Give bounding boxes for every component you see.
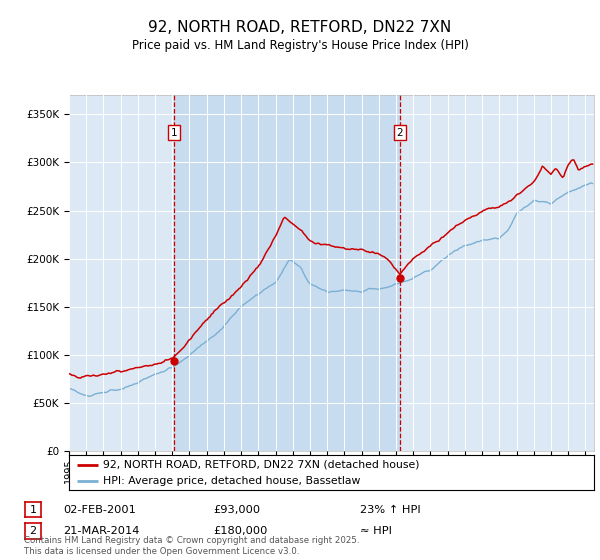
Text: 21-MAR-2014: 21-MAR-2014	[63, 526, 139, 536]
Text: £93,000: £93,000	[213, 505, 260, 515]
Text: Contains HM Land Registry data © Crown copyright and database right 2025.
This d: Contains HM Land Registry data © Crown c…	[24, 536, 359, 556]
Text: 23% ↑ HPI: 23% ↑ HPI	[360, 505, 421, 515]
Text: 2: 2	[397, 128, 403, 138]
Text: 1: 1	[29, 505, 37, 515]
Text: Price paid vs. HM Land Registry's House Price Index (HPI): Price paid vs. HM Land Registry's House …	[131, 39, 469, 52]
Text: 1: 1	[170, 128, 177, 138]
Text: 92, NORTH ROAD, RETFORD, DN22 7XN: 92, NORTH ROAD, RETFORD, DN22 7XN	[148, 20, 452, 35]
Text: HPI: Average price, detached house, Bassetlaw: HPI: Average price, detached house, Bass…	[103, 475, 361, 486]
Text: £180,000: £180,000	[213, 526, 268, 536]
Text: 92, NORTH ROAD, RETFORD, DN22 7XN (detached house): 92, NORTH ROAD, RETFORD, DN22 7XN (detac…	[103, 460, 419, 470]
Text: 2: 2	[29, 526, 37, 536]
Text: 02-FEB-2001: 02-FEB-2001	[63, 505, 136, 515]
Bar	[174, 95, 400, 451]
Text: ≈ HPI: ≈ HPI	[360, 526, 392, 536]
